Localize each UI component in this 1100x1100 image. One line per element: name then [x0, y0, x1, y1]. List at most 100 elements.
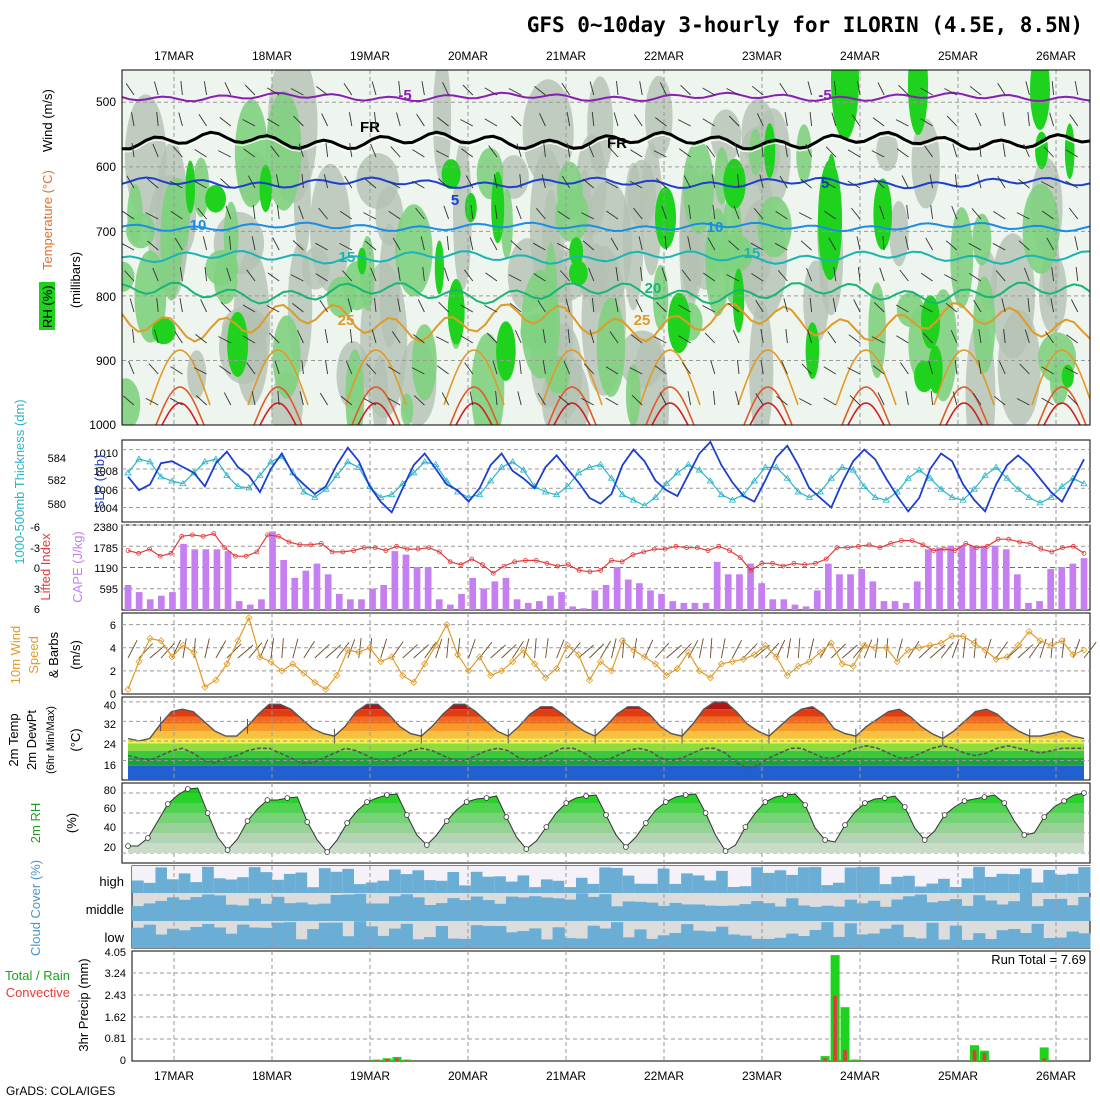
cape-bar — [713, 561, 721, 610]
cape-bar — [369, 588, 376, 610]
surface-wind-barb — [479, 641, 493, 659]
wind10m-marker — [717, 660, 725, 668]
cloud-cell — [634, 883, 647, 893]
li-marker — [942, 546, 947, 552]
thickness-marker — [794, 488, 803, 495]
wind-barb — [567, 143, 571, 158]
wind-barb — [374, 298, 377, 313]
rh-marker — [125, 843, 131, 849]
cloud-cell — [774, 906, 787, 921]
top-date-axis: 17MAR 18MAR 19MAR 20MAR 21MAR 22MAR 23MA… — [154, 49, 1076, 63]
wind-ylabel: Wind (m/s) — [40, 89, 55, 152]
thickness-marker — [585, 463, 594, 470]
thickness-marker — [706, 477, 715, 484]
surface-wind-barb — [600, 640, 612, 659]
cloud-cell — [879, 906, 892, 921]
warm-isotherm-arch — [449, 386, 499, 425]
wind-barb — [656, 301, 667, 313]
li-marker — [501, 563, 507, 569]
rh-shade-dark — [831, 70, 859, 140]
wind-barb — [904, 236, 909, 251]
wind-barb — [343, 83, 353, 96]
wind-barb — [388, 210, 401, 220]
li-marker — [125, 548, 131, 553]
cloud-cell — [1019, 893, 1033, 921]
thickness-marker — [937, 485, 945, 492]
cloud-cell — [202, 924, 215, 948]
rh-shade-dark — [151, 317, 176, 345]
cape-bar — [480, 588, 488, 610]
cape-bar — [491, 581, 499, 610]
cape-bar — [936, 547, 943, 610]
wind-barb — [462, 84, 474, 96]
wind-barb — [944, 274, 958, 282]
wind-barb — [122, 210, 135, 220]
isotherm-label: 10 — [707, 219, 724, 236]
p-tick-label: 1000 — [89, 418, 116, 432]
cloud-cell — [272, 879, 285, 893]
surface-wind-barb — [1028, 641, 1041, 659]
wind-barb — [398, 81, 401, 96]
li-marker — [651, 546, 657, 552]
wind-barb — [873, 301, 885, 313]
thickness-ylabel: 1000-500mb Thickness (dm) — [12, 399, 27, 564]
wind-barb — [1041, 397, 1054, 406]
cloud-cell — [622, 901, 635, 921]
thickness-marker — [311, 493, 319, 500]
wind-barb — [655, 178, 667, 189]
li-marker — [555, 563, 561, 569]
cloud-cell — [844, 867, 857, 893]
cloud-cell — [494, 876, 507, 893]
wind-barb — [680, 84, 691, 96]
wind-barb — [170, 366, 183, 375]
wind-barb — [510, 240, 522, 251]
li-marker — [1070, 543, 1076, 549]
cloud-cell — [459, 885, 472, 893]
li-marker — [189, 532, 195, 538]
wind-barb — [615, 298, 619, 313]
cloud-cell — [844, 923, 857, 948]
surface-wind-barb — [863, 639, 873, 659]
surface-wind-barb — [226, 643, 242, 659]
rh-shade-mid — [1022, 183, 1060, 274]
cloud-cell — [681, 924, 694, 948]
wind-barb — [511, 115, 522, 127]
cloud-cell — [646, 938, 659, 948]
rh-band — [128, 843, 1084, 853]
wind-barb — [509, 302, 522, 313]
warm-isotherm-arch — [259, 402, 297, 425]
thickness-marker — [212, 455, 220, 462]
thickness-marker — [256, 471, 264, 478]
wind-barb — [1065, 367, 1079, 375]
wind10m-ylabel-2: Speed — [26, 636, 41, 674]
bottom-date-axis: 17MAR 18MAR 19MAR 20MAR 21MAR 22MAR 23MA… — [154, 1069, 1076, 1083]
wind-barb — [951, 205, 958, 220]
rh-marker — [563, 800, 569, 806]
wind-barb — [534, 86, 546, 96]
li-marker — [813, 560, 818, 566]
wind-barb — [485, 272, 498, 282]
cloud-cell — [949, 899, 962, 921]
temp-band — [128, 731, 1084, 739]
cape-bar — [169, 592, 176, 610]
cloud-cell — [190, 882, 203, 893]
wind10m-marker — [959, 632, 967, 640]
cloud-cell — [143, 924, 156, 948]
surface-wind-barb — [413, 644, 429, 659]
rh-shade-dark — [723, 158, 746, 209]
thickness-marker — [234, 482, 242, 489]
li-marker — [512, 559, 518, 565]
wind-barb — [224, 82, 232, 96]
cloud-cell — [307, 929, 320, 948]
wind-barb — [678, 304, 691, 313]
cloud-cell — [1043, 870, 1056, 893]
wind-barb — [244, 84, 256, 96]
temp-band — [128, 750, 1084, 758]
cloud-cell — [891, 899, 904, 921]
rh-shade-dark — [667, 292, 691, 354]
cape-bar — [1036, 601, 1043, 610]
wind-barb — [411, 367, 425, 375]
wind-barb — [126, 175, 135, 189]
wind10m-marker — [300, 669, 308, 677]
rh-shade-mid — [326, 276, 356, 318]
